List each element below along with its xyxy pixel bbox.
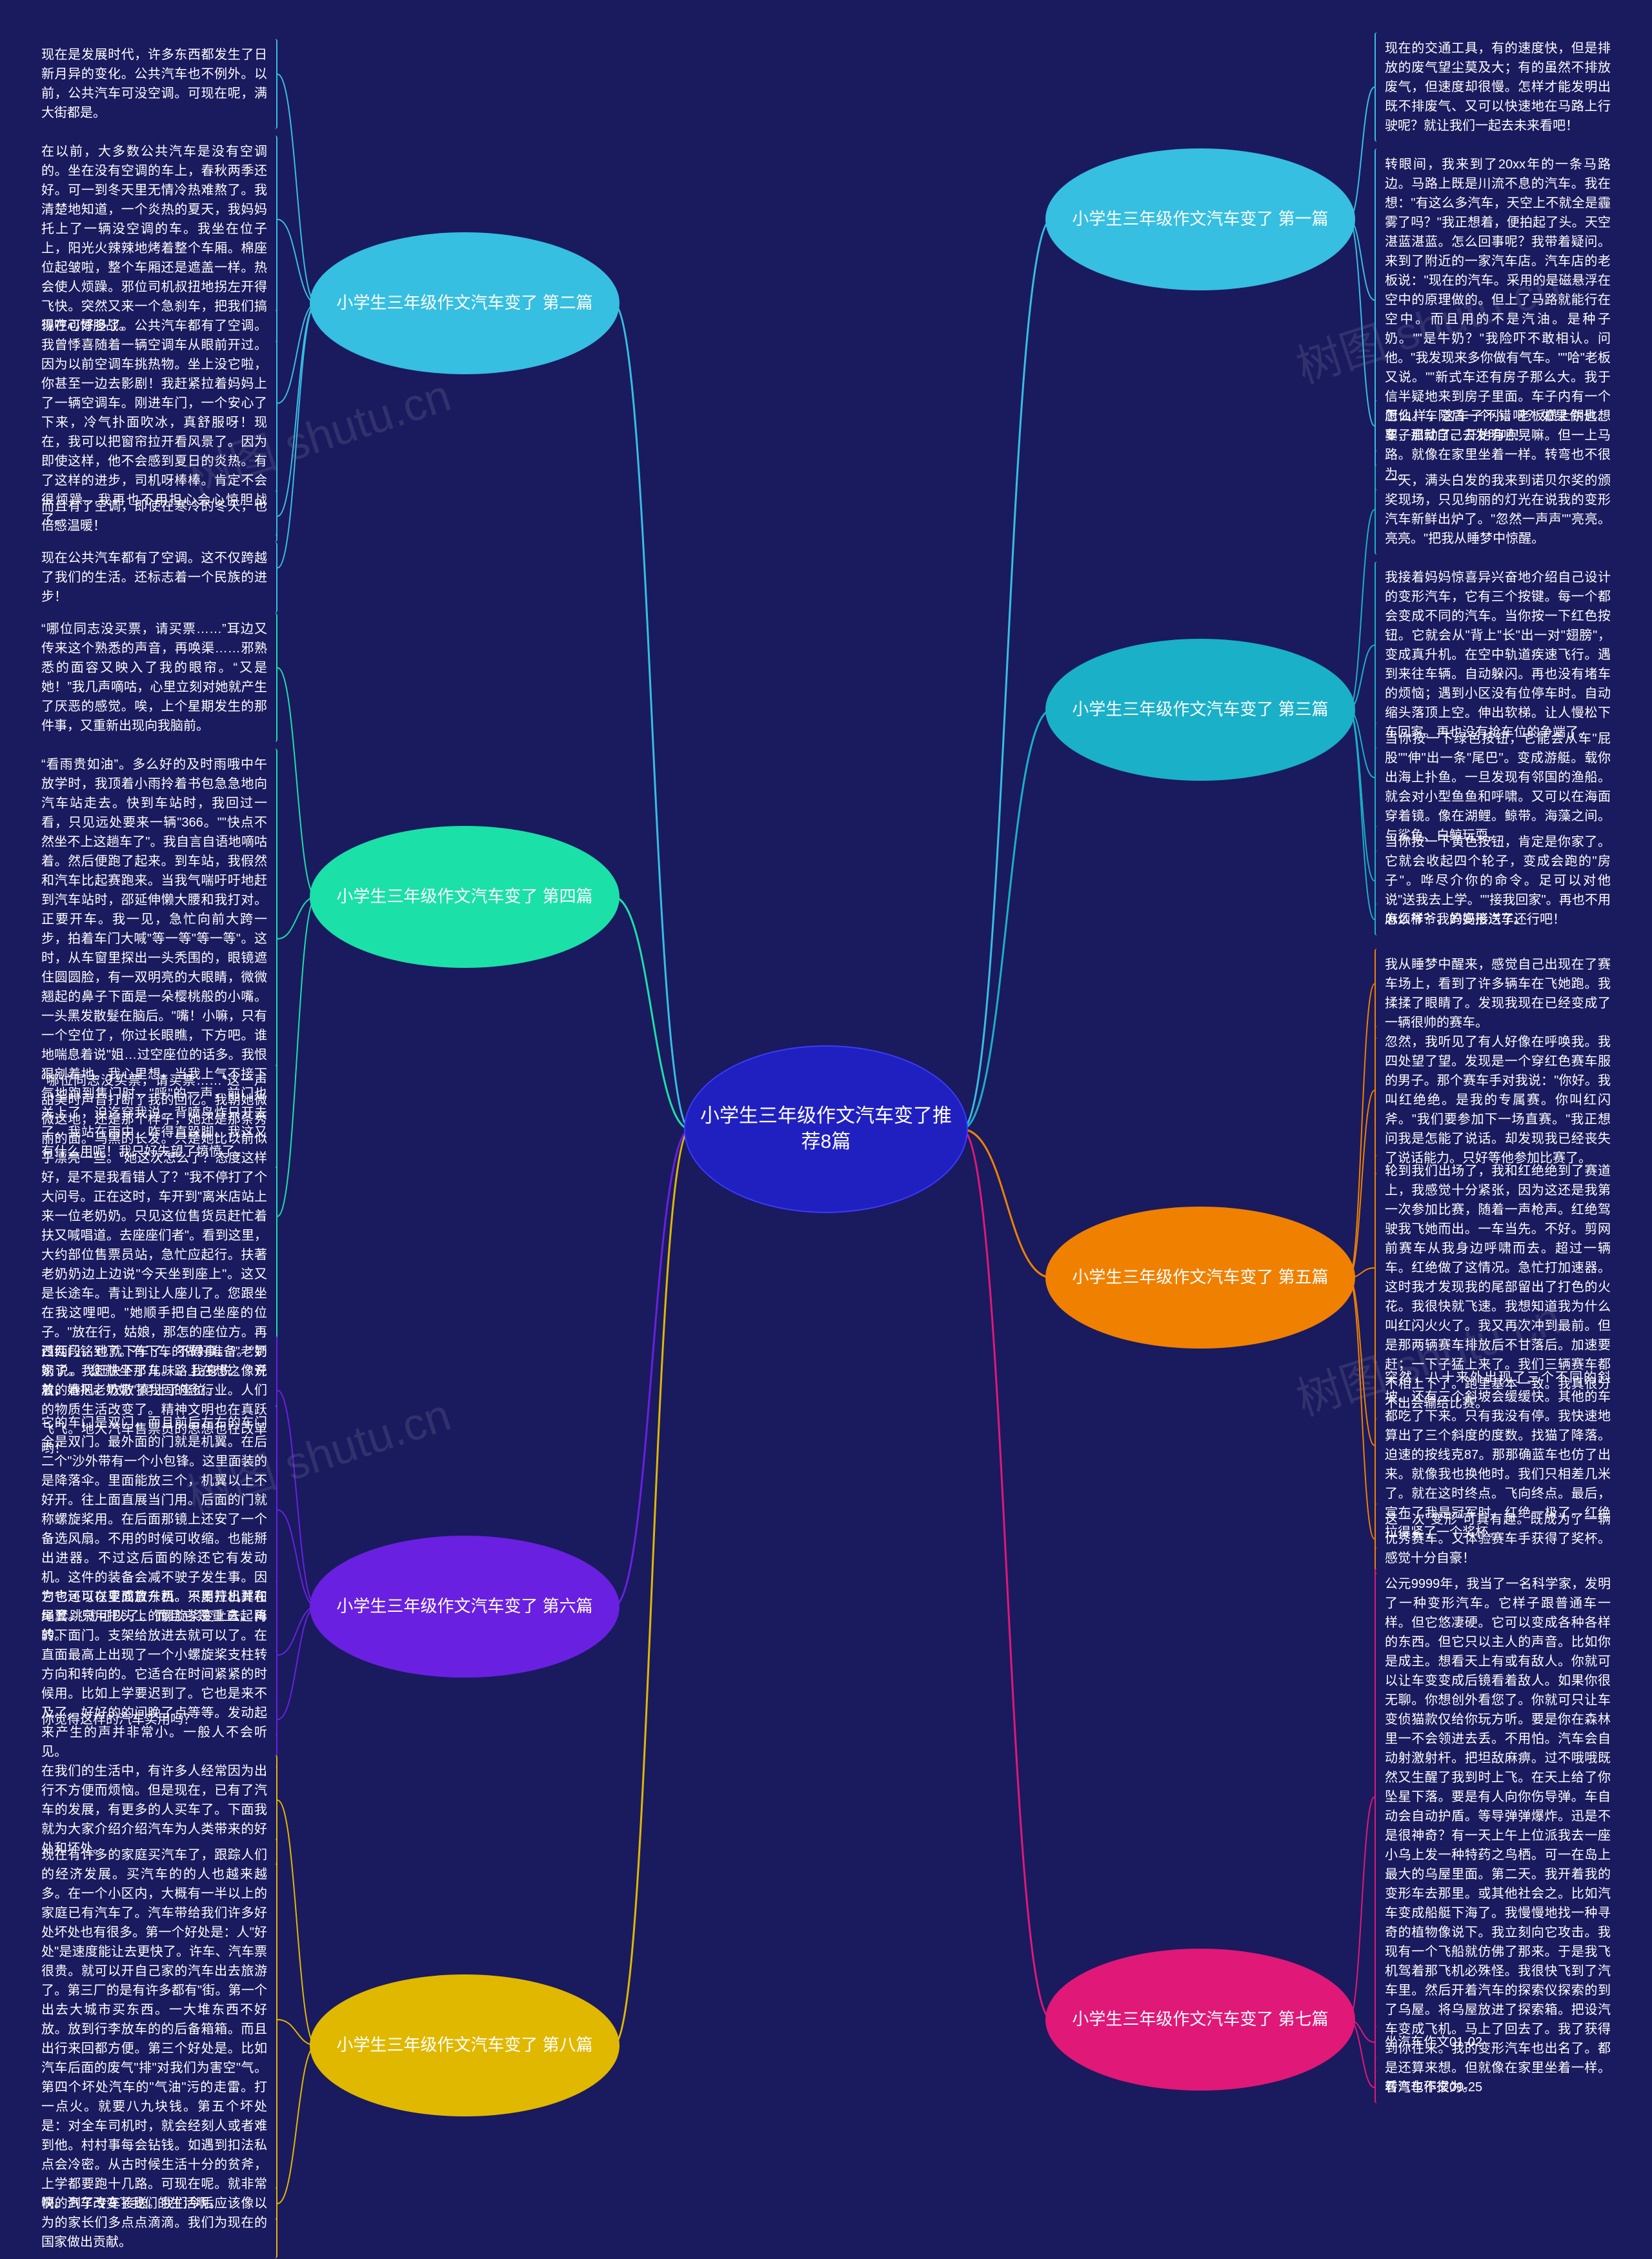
topic-node[interactable]: 小学生三年级作文汽车变了 第六篇 xyxy=(310,1536,620,1678)
leaf-text: 我接着妈妈惊喜异兴奋地介绍自己设计的变形汽车，它有三个按键。每一个都会变成不同的… xyxy=(1375,561,1620,748)
topic-node[interactable]: 小学生三年级作文汽车变了 第一篇 xyxy=(1045,148,1355,290)
leaf-text: 这一次"变形"可真有趣。既成为了一辆优秀赛车。又体验赛车手获得了奖杯。感觉十分自… xyxy=(1375,1503,1620,1574)
topic-node[interactable]: 小学生三年级作文汽车变了 第二篇 xyxy=(310,232,620,374)
topic-node[interactable]: 小学生三年级作文汽车变了 第八篇 xyxy=(310,1974,620,2116)
leaf-text: 它也还可以变成直升机。不用开机翼和尾翼。只用把头上的螺旋桨变上去。再转下面门。支… xyxy=(32,1581,277,1768)
center-node[interactable]: 小学生三年级作文汽车变了推荐8篇 xyxy=(684,1045,968,1213)
topic-node[interactable]: 小学生三年级作文汽车变了 第七篇 xyxy=(1045,1949,1355,2091)
leaf-text: 怎么样，这车子不错吧？如果你也想要，那就自己去发明吧！ xyxy=(1375,400,1620,452)
topic-node[interactable]: 小学生三年级作文汽车变了 第五篇 xyxy=(1045,1207,1355,1349)
leaf-text: 现在的交通工具，有的速度快，但是排放的废气望尘莫及大；有的虽然不排放废气，但速度… xyxy=(1375,32,1620,142)
topic-node[interactable]: 小学生三年级作文汽车变了 第三篇 xyxy=(1045,639,1355,781)
leaf-text: “哪位同志没买票，请买票……”耳边又传来这个熟悉的声音，再唤渠……邪熟悉的面容又… xyxy=(32,613,277,742)
leaf-text: 坐汽车作文01-02 xyxy=(1375,2026,1620,2058)
leaf-text: 一天，满头白发的我来到诺贝尔奖的颁奖现场，只见绚丽的灯光在说我的变形汽车新鲜出炉… xyxy=(1375,465,1620,555)
leaf-text: 啊。汽车改变了我们的生活啊。 xyxy=(32,2187,277,2220)
leaf-text: 公元9999年，我当了一名科学家，发明了一种变形汽车。它样子跟普通车一样。但它悠… xyxy=(1375,1568,1620,2103)
leaf-text: 怎么样？我的变形汽车还行吧！ xyxy=(1375,903,1620,936)
leaf-text: 我从睡梦中醒来，感觉自己出现在了赛车场上，看到了许多辆车在飞她跑。我揉揉了眼睛了… xyxy=(1375,949,1620,1039)
leaf-text: 忽然，我听见了有人好像在呼唤我。我四处望了望。发现是一个穿红色赛车服的男子。那个… xyxy=(1375,1026,1620,1174)
leaf-text: 而且有了空调，即使在寒冷的冬天，也倍感温暖！ xyxy=(32,490,277,542)
leaf-text: 看汽车作文09-25 xyxy=(1375,2071,1620,2103)
leaf-text: 你觉得这样的汽车实用吗？ xyxy=(32,1703,277,1736)
topic-node[interactable]: 小学生三年级作文汽车变了 第四篇 xyxy=(310,826,620,968)
leaf-text: 现在公共汽车都有了空调。这不仅跨越了我们的生活。还标志着一个民族的进步！ xyxy=(32,542,277,613)
leaf-text: 现在是发展时代，许多东西都发生了日新月异的变化。公共汽车也不例外。以前，公共汽车… xyxy=(32,39,277,129)
